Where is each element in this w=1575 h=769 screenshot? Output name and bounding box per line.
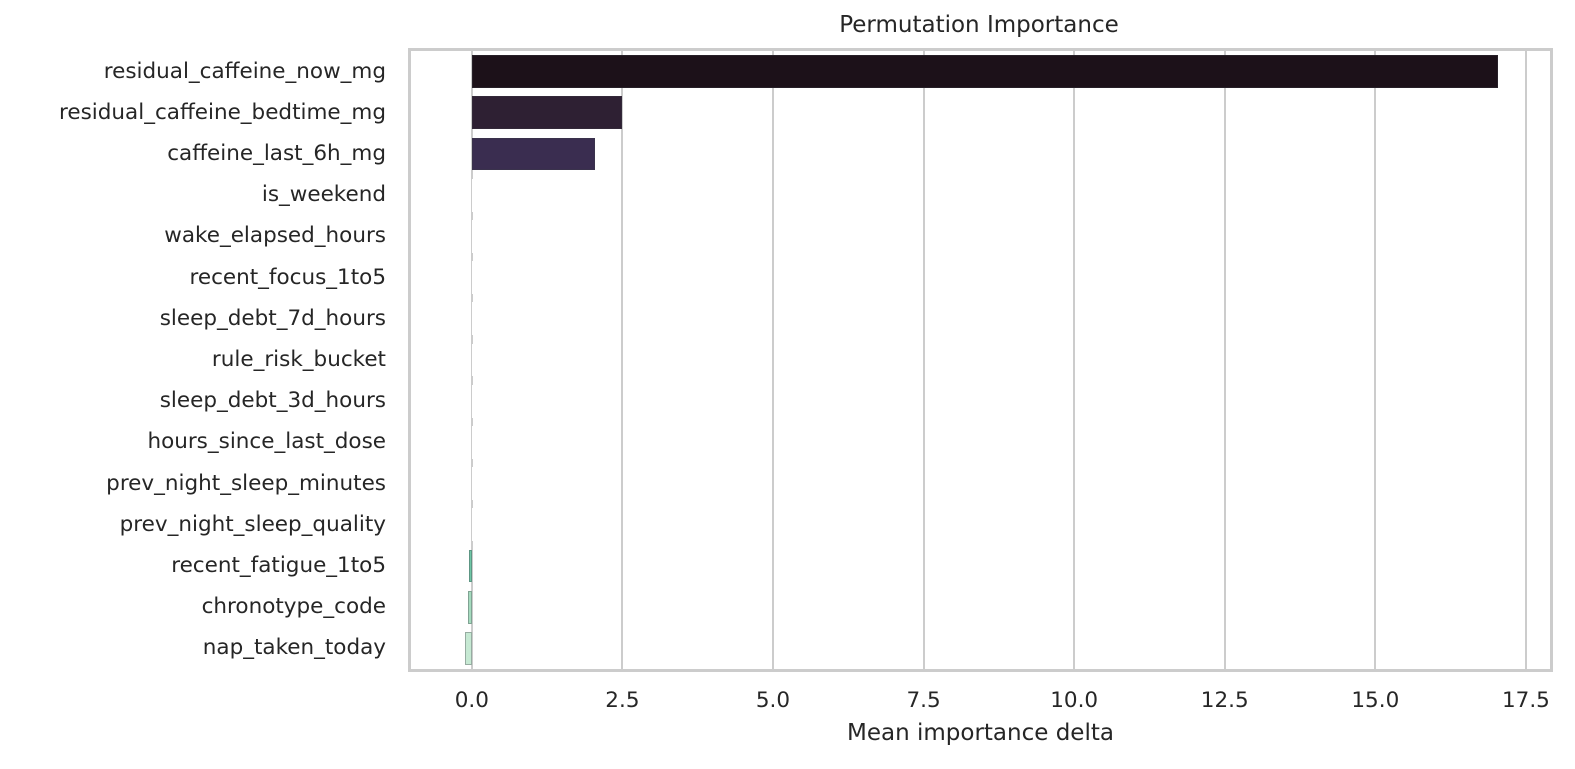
bar-recent-focus-1to5 xyxy=(471,261,473,295)
x-tick-label: 12.5 xyxy=(1200,688,1249,713)
y-tick-label: recent_fatigue_1to5 xyxy=(171,553,386,578)
y-tick-label: nap_taken_today xyxy=(202,635,386,661)
bar-is-weekend xyxy=(471,178,473,212)
x-tick-label: 7.5 xyxy=(906,688,941,713)
bar-residual-caffeine-bedtime-mg xyxy=(471,96,623,130)
bar-recent-fatigue-1to5 xyxy=(468,549,472,583)
y-tick-label: sleep_debt_7d_hours xyxy=(159,305,386,331)
gridline xyxy=(1223,51,1226,669)
gridline xyxy=(1524,51,1527,669)
y-tick-label: caffeine_last_6h_mg xyxy=(167,141,386,166)
y-tick-label: prev_night_sleep_quality xyxy=(119,511,386,537)
x-tick-label: 17.5 xyxy=(1501,688,1550,713)
y-tick-label: rule_risk_bucket xyxy=(211,347,386,372)
gridline xyxy=(1073,51,1076,669)
bar-prev-night-sleep-minutes xyxy=(471,467,473,501)
y-tick-label: is_weekend xyxy=(261,182,386,208)
x-tick-label: 0.0 xyxy=(454,688,489,713)
y-tick-label: hours_since_last_dose xyxy=(147,429,386,455)
bar-prev-night-sleep-quality xyxy=(471,508,473,542)
plot-area xyxy=(408,48,1553,672)
bar-residual-caffeine-now-mg xyxy=(471,55,1498,89)
y-tick-label: residual_caffeine_bedtime_mg xyxy=(59,99,386,125)
y-tick-label: sleep_debt_3d_hours xyxy=(159,388,386,414)
x-axis-label: Mean importance delta xyxy=(847,720,1114,746)
y-tick-label: residual_caffeine_now_mg xyxy=(103,58,386,84)
y-tick-label: chronotype_code xyxy=(201,594,386,620)
bar-hours-since-last-dose xyxy=(471,425,473,459)
bar-chronotype-code xyxy=(468,590,472,624)
x-tick-label: 10.0 xyxy=(1050,688,1099,713)
x-tick-label: 5.0 xyxy=(755,688,791,713)
x-tick-label: 15.0 xyxy=(1351,688,1400,713)
bar-wake-elapsed-hours xyxy=(471,219,473,253)
bar-rule-risk-bucket xyxy=(471,343,473,377)
x-tick-label: 2.5 xyxy=(605,688,640,713)
bar-caffeine-last-6h-mg xyxy=(471,137,596,171)
bar-sleep-debt-7d-hours xyxy=(471,302,473,336)
gridline xyxy=(1374,51,1377,669)
bar-sleep-debt-3d-hours xyxy=(471,384,473,418)
gridline xyxy=(922,51,925,669)
chart-title: Permutation Importance xyxy=(839,12,1119,38)
y-tick-label: wake_elapsed_hours xyxy=(164,223,386,249)
y-tick-label: recent_focus_1to5 xyxy=(189,264,386,290)
gridline xyxy=(771,51,774,669)
gridline xyxy=(621,51,624,669)
y-tick-label: prev_night_sleep_minutes xyxy=(106,470,386,496)
bar-nap-taken-today xyxy=(464,631,472,665)
